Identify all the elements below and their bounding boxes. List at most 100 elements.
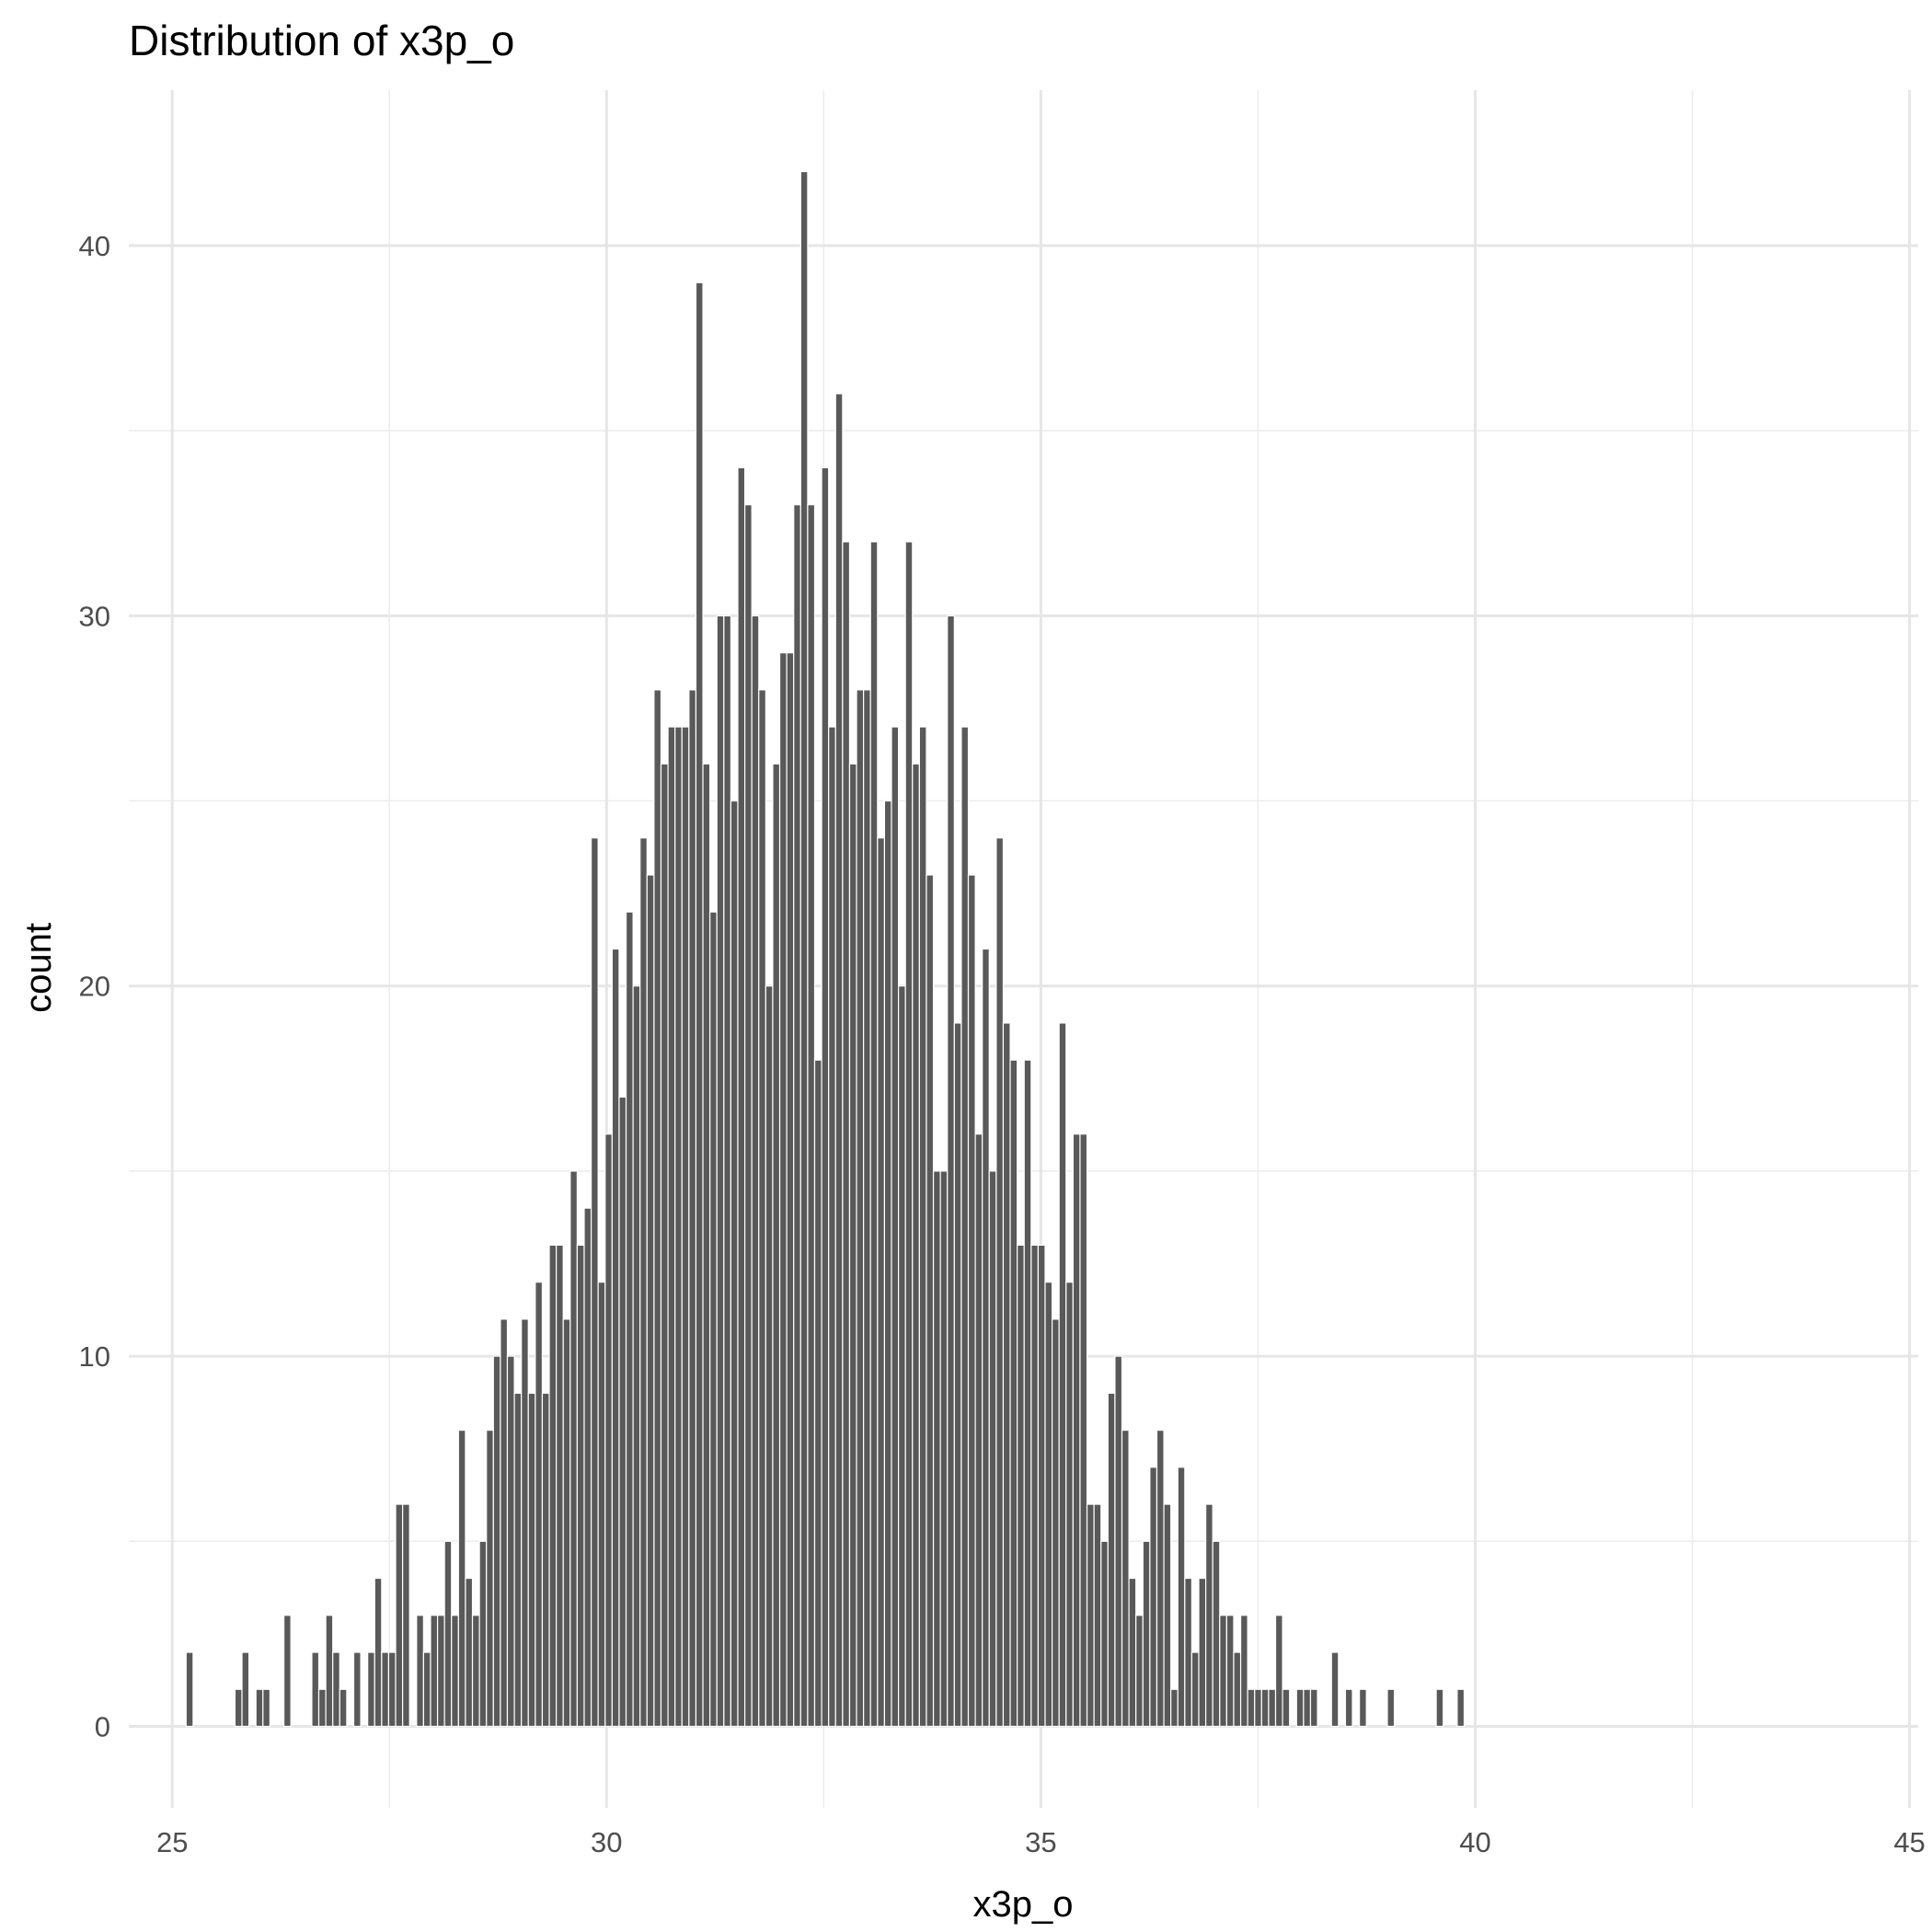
- histogram-bar: [352, 1651, 362, 1728]
- histogram-bar: [1184, 1577, 1193, 1728]
- histogram-bar: [674, 726, 683, 1728]
- histogram-bar: [799, 170, 809, 1728]
- histogram-bar: [1274, 1615, 1283, 1728]
- histogram-bar: [1359, 1688, 1367, 1728]
- histogram-bar: [723, 615, 732, 1728]
- histogram-bar: [255, 1688, 264, 1728]
- histogram-bar: [234, 1688, 243, 1728]
- histogram-bar: [932, 1170, 941, 1728]
- histogram-bar: [465, 1577, 474, 1728]
- histogram-bar: [451, 1615, 459, 1728]
- histogram-bar: [185, 1651, 194, 1728]
- histogram-bar: [1190, 1651, 1200, 1728]
- histogram-bar: [457, 1429, 466, 1728]
- histogram-bar: [681, 726, 690, 1728]
- histogram-bar: [828, 726, 836, 1728]
- histogram-bar: [1072, 1133, 1081, 1728]
- histogram-bar: [1309, 1688, 1318, 1728]
- histogram-bar: [988, 1170, 997, 1728]
- histogram-bar: [737, 466, 746, 1728]
- histogram-bar: [1225, 1615, 1235, 1728]
- histogram-bar: [1268, 1688, 1277, 1728]
- histogram-bar: [562, 1318, 571, 1728]
- histogram-bar: [688, 689, 697, 1728]
- histogram-bar: [702, 763, 711, 1728]
- x-tick-label: 45: [1893, 1826, 1925, 1858]
- histogram-bar: [821, 466, 830, 1728]
- x-tick-label: 35: [1025, 1826, 1056, 1858]
- chart-title: Distribution of x3p_o: [129, 17, 514, 64]
- histogram-bar: [1219, 1615, 1227, 1728]
- x-tick-label: 30: [591, 1826, 622, 1858]
- histogram-bar: [492, 1355, 501, 1728]
- histogram-bar: [1037, 1244, 1046, 1728]
- histogram-bar: [471, 1615, 480, 1728]
- histogram-bar: [332, 1651, 340, 1728]
- histogram-bar: [877, 837, 886, 1728]
- histogram-bar: [743, 504, 753, 1728]
- histogram-bar: [541, 1392, 550, 1728]
- histogram-bar: [367, 1651, 375, 1728]
- histogram-bar: [506, 1355, 515, 1728]
- histogram-bar: [317, 1688, 327, 1728]
- histogram-bar: [1177, 1466, 1186, 1728]
- histogram-bar: [597, 1282, 606, 1728]
- histogram-bar: [863, 689, 871, 1728]
- histogram-bar: [282, 1615, 292, 1728]
- histogram-bar: [1282, 1688, 1291, 1728]
- histogram-bar: [883, 799, 892, 1728]
- histogram-bar: [527, 1392, 536, 1728]
- histogram-bar: [590, 837, 599, 1728]
- y-axis-label: count: [18, 923, 59, 1013]
- histogram-bar: [611, 948, 620, 1728]
- histogram-bar: [381, 1651, 390, 1728]
- histogram-bar: [1149, 1466, 1158, 1728]
- histogram-bar: [912, 763, 920, 1728]
- histogram-bar: [486, 1429, 494, 1728]
- x-axis-label: x3p_o: [973, 1884, 1074, 1925]
- histogram-bar: [422, 1651, 431, 1728]
- histogram-bar: [535, 1282, 544, 1728]
- histogram-bar: [436, 1615, 445, 1728]
- histogram-bar: [834, 393, 844, 1728]
- histogram-bar: [751, 615, 760, 1728]
- histogram-bar: [1135, 1615, 1144, 1728]
- histogram-bar: [1456, 1688, 1466, 1728]
- histogram-bar: [548, 1244, 558, 1728]
- histogram-bar: [807, 504, 816, 1728]
- histogram-bar: [325, 1615, 334, 1728]
- histogram-bar: [1156, 1429, 1165, 1728]
- histogram-bar: [918, 726, 927, 1728]
- histogram-bar: [716, 615, 725, 1728]
- histogram-bar: [646, 874, 655, 1728]
- histogram-bar: [1170, 1688, 1179, 1728]
- histogram-bar: [1344, 1688, 1353, 1728]
- histogram-bar: [1058, 1022, 1067, 1728]
- histogram-bar: [667, 726, 676, 1728]
- histogram-bar: [891, 726, 900, 1728]
- histogram-bar: [793, 504, 801, 1728]
- histogram-bar: [478, 1540, 488, 1728]
- histogram-bar: [1247, 1688, 1256, 1728]
- histogram-bar: [1330, 1651, 1340, 1728]
- histogram-bar: [500, 1318, 509, 1728]
- histogram-bar: [995, 837, 1005, 1728]
- histogram-bar: [1233, 1651, 1242, 1728]
- histogram-bar: [1163, 1503, 1172, 1728]
- histogram-bar: [1198, 1577, 1207, 1728]
- histogram-bar: [521, 1318, 529, 1728]
- histogram-bar: [1386, 1688, 1396, 1728]
- histogram-bar: [443, 1540, 453, 1728]
- histogram-bar: [1030, 1244, 1040, 1728]
- histogram-bar: [1239, 1615, 1248, 1728]
- histogram-bar: [709, 911, 718, 1728]
- histogram-bar: [618, 1096, 627, 1728]
- histogram-bar: [947, 615, 955, 1728]
- histogram-bar: [982, 948, 990, 1728]
- histogram-bar: [639, 837, 648, 1728]
- histogram-bar: [1212, 1540, 1221, 1728]
- histogram-bar: [856, 689, 865, 1728]
- histogram-bar: [1260, 1688, 1270, 1728]
- histogram-bar: [576, 1244, 585, 1728]
- histogram-bar: [1079, 1133, 1088, 1728]
